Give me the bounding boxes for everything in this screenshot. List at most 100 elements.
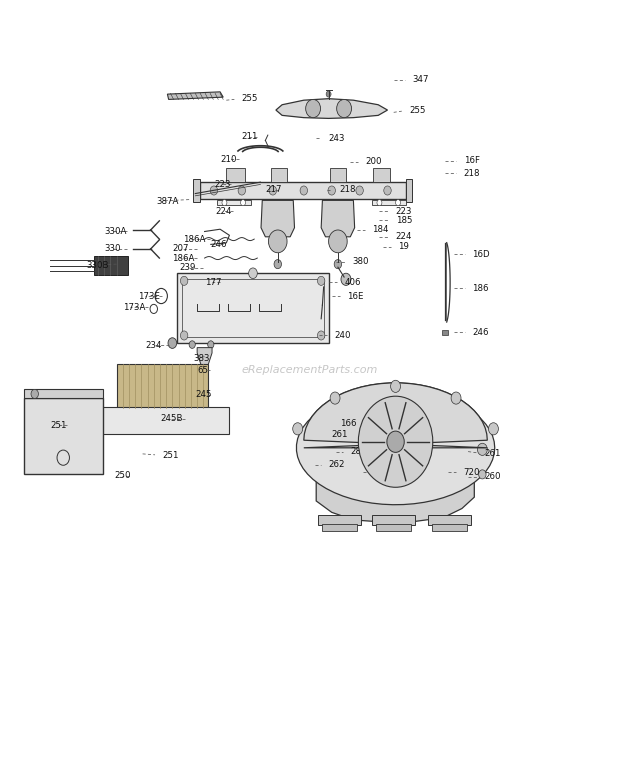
Circle shape — [479, 470, 486, 479]
Text: 720: 720 — [377, 468, 394, 477]
Circle shape — [189, 341, 195, 348]
Bar — [200, 182, 406, 199]
Circle shape — [255, 279, 264, 289]
Text: 217: 217 — [265, 185, 282, 194]
Circle shape — [328, 186, 335, 195]
Text: 250: 250 — [115, 471, 131, 480]
Circle shape — [326, 91, 331, 97]
Bar — [24, 398, 103, 474]
Text: 246: 246 — [472, 328, 489, 337]
Circle shape — [249, 268, 257, 279]
Text: 207: 207 — [172, 244, 189, 254]
Text: 223: 223 — [396, 206, 412, 216]
Text: 184: 184 — [372, 225, 389, 235]
Circle shape — [265, 276, 274, 286]
Text: 224: 224 — [216, 206, 232, 216]
Bar — [193, 179, 200, 202]
Circle shape — [451, 392, 461, 404]
Polygon shape — [321, 200, 355, 237]
Circle shape — [317, 331, 325, 340]
Circle shape — [317, 276, 325, 285]
Bar — [272, 168, 286, 182]
Text: 65: 65 — [197, 366, 208, 375]
Text: 251: 251 — [162, 451, 179, 460]
Circle shape — [31, 389, 38, 398]
Circle shape — [330, 392, 340, 404]
Polygon shape — [304, 383, 487, 448]
Text: 246: 246 — [211, 240, 228, 249]
Text: 243: 243 — [329, 134, 345, 143]
Text: 255: 255 — [409, 106, 426, 115]
Bar — [406, 179, 412, 202]
Text: 211: 211 — [242, 132, 259, 141]
Text: 210: 210 — [220, 155, 237, 164]
Circle shape — [180, 331, 188, 340]
Text: 166: 166 — [340, 419, 356, 428]
Circle shape — [358, 396, 433, 487]
Text: 224: 224 — [396, 232, 412, 241]
Circle shape — [391, 380, 401, 392]
Text: 19: 19 — [398, 242, 409, 251]
Bar — [322, 524, 357, 531]
Text: eReplacementParts.com: eReplacementParts.com — [242, 365, 378, 376]
Text: 16E: 16E — [347, 291, 364, 301]
Text: 383: 383 — [193, 354, 210, 363]
Bar — [330, 168, 346, 182]
Circle shape — [387, 431, 404, 452]
Circle shape — [201, 364, 208, 373]
Bar — [93, 407, 229, 434]
Text: 286: 286 — [350, 447, 367, 456]
Text: 330B: 330B — [87, 261, 109, 270]
Circle shape — [222, 200, 227, 206]
Circle shape — [377, 200, 382, 206]
Text: 406: 406 — [344, 278, 361, 287]
FancyBboxPatch shape — [177, 273, 329, 343]
Text: 186: 186 — [472, 284, 489, 293]
Text: 720: 720 — [464, 468, 480, 477]
Text: 223: 223 — [214, 180, 231, 189]
Polygon shape — [261, 200, 294, 237]
Polygon shape — [304, 383, 487, 448]
Text: 347: 347 — [412, 75, 429, 84]
Text: 16D: 16D — [472, 250, 490, 259]
Text: 234: 234 — [146, 341, 162, 350]
Circle shape — [341, 273, 351, 285]
Text: 260: 260 — [485, 472, 502, 481]
Text: 218: 218 — [464, 168, 480, 178]
Text: 330A: 330A — [104, 227, 126, 236]
Text: 330: 330 — [104, 244, 121, 254]
Polygon shape — [223, 287, 310, 291]
Circle shape — [241, 200, 246, 206]
Text: 287: 287 — [371, 437, 388, 446]
Bar — [226, 168, 245, 182]
Bar — [432, 524, 467, 531]
Text: 186A: 186A — [183, 235, 205, 244]
Circle shape — [242, 277, 251, 288]
Polygon shape — [276, 99, 388, 118]
Circle shape — [329, 230, 347, 253]
Circle shape — [269, 186, 277, 195]
Text: 177: 177 — [205, 278, 221, 287]
Circle shape — [489, 423, 498, 435]
Circle shape — [306, 99, 321, 118]
Polygon shape — [167, 92, 223, 99]
Bar — [94, 256, 128, 275]
Bar — [373, 168, 390, 182]
Circle shape — [180, 276, 188, 285]
Circle shape — [396, 200, 401, 206]
Polygon shape — [372, 200, 406, 205]
Bar — [372, 515, 415, 525]
Text: 380: 380 — [352, 257, 369, 266]
Text: 200: 200 — [366, 157, 383, 166]
Circle shape — [337, 99, 352, 118]
Circle shape — [210, 186, 218, 195]
Text: 185: 185 — [396, 216, 412, 225]
Circle shape — [477, 443, 487, 455]
Text: 186A: 186A — [172, 254, 195, 263]
Text: 16F: 16F — [464, 156, 480, 165]
Circle shape — [168, 338, 177, 348]
Bar — [428, 515, 471, 525]
Circle shape — [300, 186, 308, 195]
Circle shape — [238, 186, 246, 195]
Text: 173A: 173A — [123, 303, 145, 312]
